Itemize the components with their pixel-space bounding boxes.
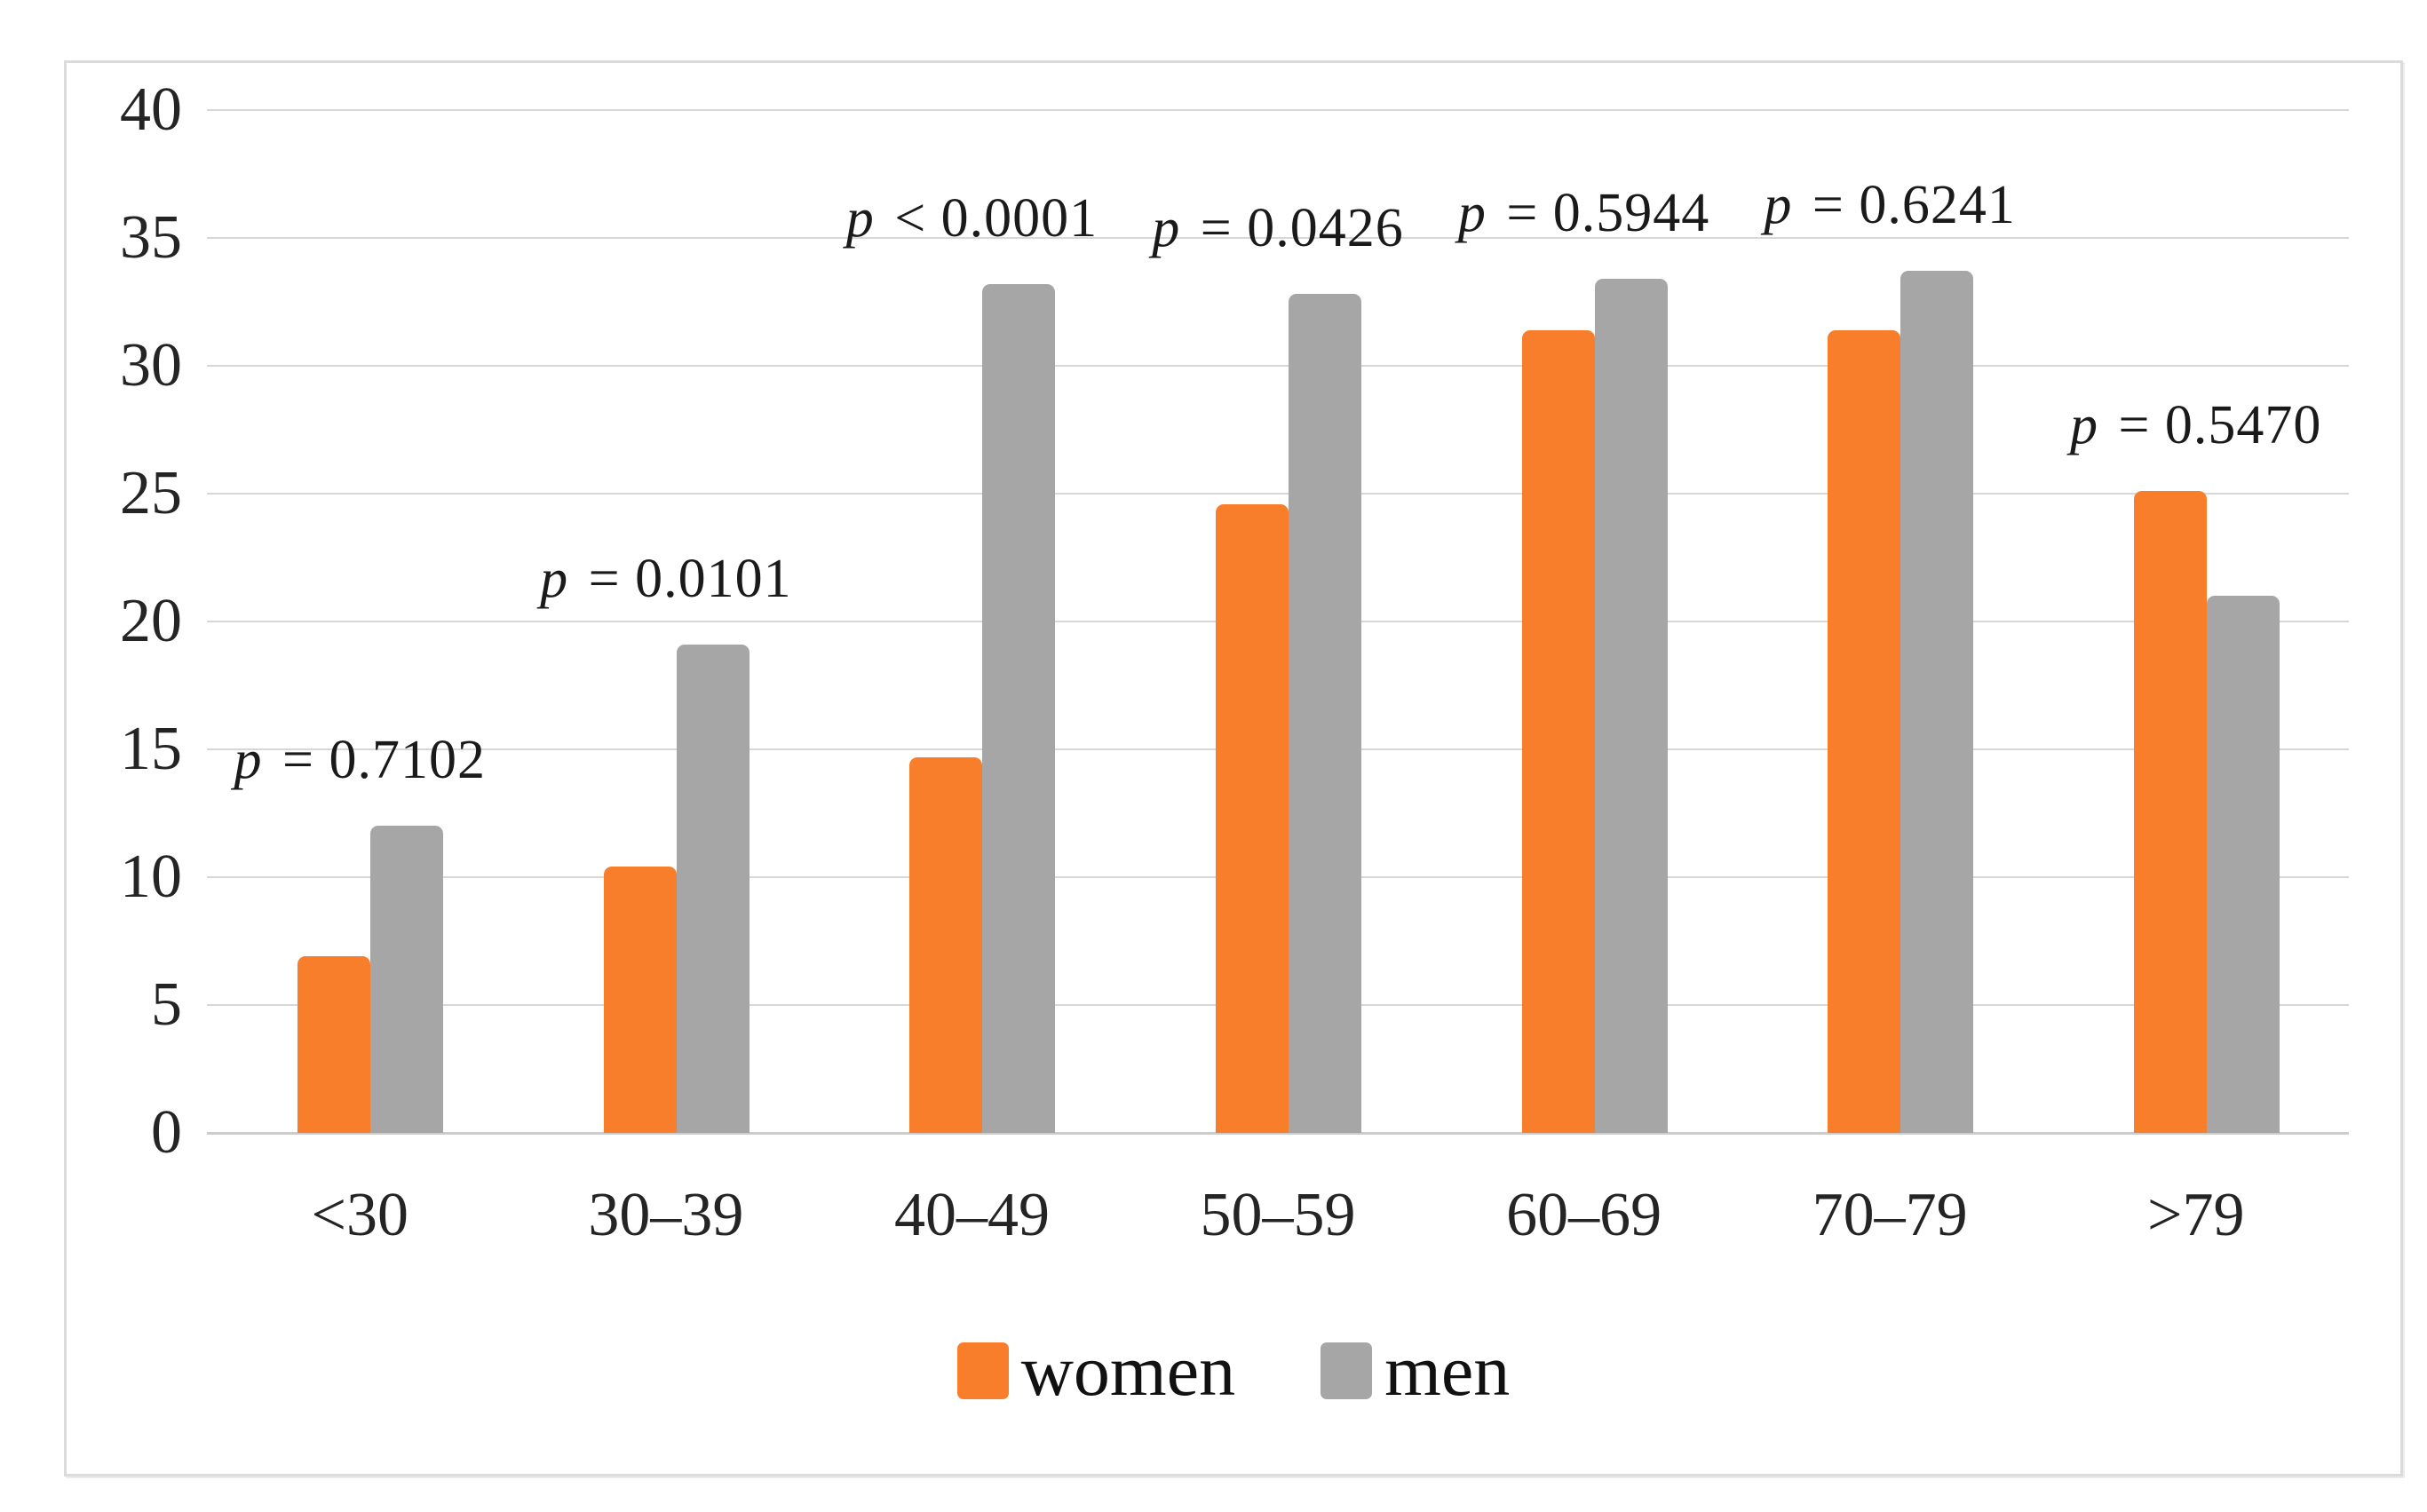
bar-women-40–49: [909, 756, 983, 1133]
bar-men-40–49: [982, 283, 1056, 1133]
x-tick-label-<30: <30: [311, 1181, 409, 1249]
legend-swatch-men: [1321, 1342, 1373, 1399]
plot-area: p = 0.7102 p = 0.0101 p < 0.0001 p = 0.0426…: [207, 109, 2349, 1135]
p-value-label-60–69: p = 0.5944: [1457, 183, 1710, 244]
bar-group-60–69: p = 0.5944: [1431, 110, 1737, 1133]
bar-group->79: p = 0.5470: [2042, 110, 2349, 1133]
bar-women-50–59: [1215, 503, 1289, 1133]
x-tick-label->79: >79: [2147, 1181, 2245, 1249]
y-tick-label-40: 40: [120, 75, 182, 144]
p-value-text: = 0.5470: [2103, 395, 2322, 456]
p-value-text: = 0.5944: [1491, 183, 1710, 244]
p-value-label-70–79: p = 0.6241: [1764, 175, 2016, 236]
y-tick-label-15: 15: [120, 715, 182, 783]
legend: women men: [67, 1334, 2400, 1407]
x-tick-label-40–49: 40–49: [893, 1181, 1050, 1249]
bar-group-50–59: p = 0.0426: [1125, 110, 1432, 1133]
p-value-label-30–39: p = 0.0101: [540, 548, 792, 609]
x-axis: <30 30–39 40–49 50–59 60–69 70–79 >79: [207, 1180, 2349, 1251]
bar-group-<30: p = 0.7102: [207, 110, 513, 1133]
x-tick-label-70–79: 70–79: [1812, 1181, 1968, 1249]
p-value-label-<30: p = 0.7102: [234, 730, 487, 791]
legend-item-men: men: [1321, 1334, 1510, 1407]
p-value-text: = 0.0426: [1186, 198, 1404, 259]
p-value-label-40–49: p < 0.0001: [845, 187, 1098, 249]
bar-men-60–69: [1594, 279, 1668, 1133]
bar-men-50–59: [1288, 294, 1361, 1133]
bar-women-70–79: [1828, 329, 1901, 1133]
bar-group-30–39: p = 0.0101: [513, 110, 820, 1133]
gridline-y-25: [207, 493, 2349, 495]
y-tick-label-25: 25: [120, 459, 182, 527]
gridline-y-0: [207, 1132, 2349, 1135]
y-tick-label-20: 20: [120, 587, 182, 655]
chart-frame-border: p = 0.7102 p = 0.0101 p < 0.0001 p = 0.0426…: [64, 60, 2403, 1476]
x-tick-label-60–69: 60–69: [1506, 1181, 1662, 1249]
x-tick-label-50–59: 50–59: [1200, 1181, 1356, 1249]
p-value-label-50–59: p = 0.0426: [1152, 198, 1404, 259]
y-tick-label-30: 30: [120, 331, 182, 400]
bar-women->79: [2133, 491, 2207, 1133]
bar-women-60–69: [1521, 329, 1595, 1133]
p-value-text: = 0.0101: [574, 548, 792, 609]
bar-men-<30: [370, 826, 444, 1133]
y-tick-label-35: 35: [120, 203, 182, 272]
p-value-text: < 0.0001: [879, 187, 1098, 249]
y-tick-label-5: 5: [151, 970, 182, 1039]
legend-label-women: women: [1020, 1330, 1236, 1411]
bar-men-70–79: [1900, 271, 1974, 1133]
bar-women-<30: [297, 956, 371, 1133]
legend-label-men: men: [1384, 1330, 1511, 1411]
bar-women-30–39: [603, 867, 677, 1133]
p-value-text: = 0.6241: [1797, 175, 2016, 236]
bar-group-40–49: p < 0.0001: [819, 110, 1125, 1133]
bar-men->79: [2206, 596, 2280, 1133]
p-value-label->79: p = 0.5470: [2069, 395, 2322, 456]
p-value-text: = 0.7102: [267, 730, 487, 791]
gridline-y-30: [207, 365, 2349, 367]
legend-item-women: women: [956, 1330, 1236, 1411]
bar-group-70–79: p = 0.6241: [1737, 110, 2043, 1133]
legend-swatch-women: [956, 1342, 1009, 1399]
gridline-y-35: [207, 237, 2349, 239]
gridline-y-40: [207, 109, 2349, 111]
y-tick-label-0: 0: [151, 1098, 182, 1167]
bar-men-30–39: [676, 644, 750, 1133]
y-tick-label-10: 10: [120, 843, 182, 911]
x-tick-label-30–39: 30–39: [588, 1181, 744, 1249]
